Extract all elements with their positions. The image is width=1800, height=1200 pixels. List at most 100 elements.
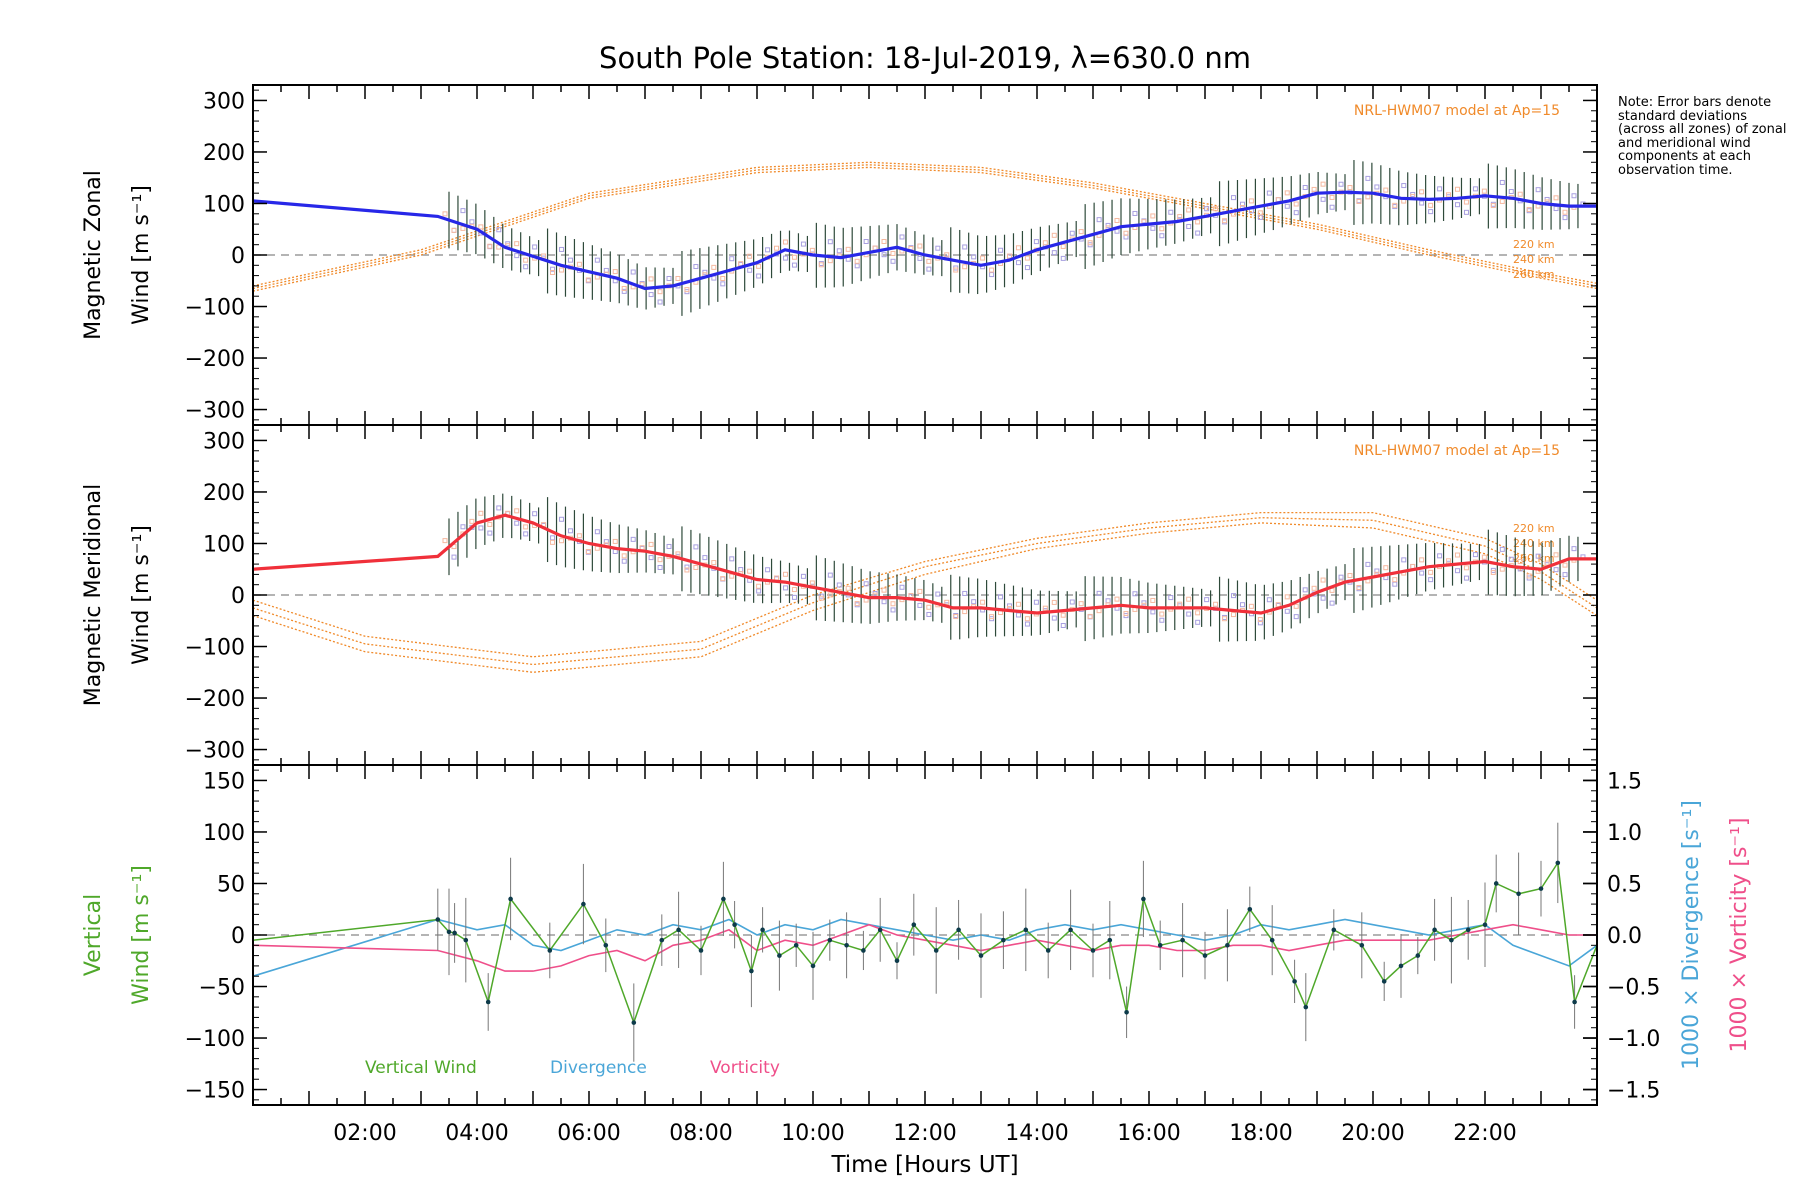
vertical-wind-point bbox=[603, 943, 609, 948]
zonal-wind-line bbox=[252, 190, 1597, 291]
y-tick-label: 100 bbox=[203, 532, 245, 557]
y-tick-label: 0 bbox=[231, 244, 245, 269]
model-altitude-label: 240 km bbox=[1513, 537, 1555, 550]
zone-sample bbox=[1150, 609, 1156, 615]
vertical-wind-point bbox=[1141, 896, 1146, 902]
zone-sample bbox=[962, 264, 968, 270]
zone-sample bbox=[1284, 203, 1290, 209]
zone-sample bbox=[469, 219, 475, 225]
y-tick-label: 100 bbox=[203, 192, 245, 217]
zone-sample bbox=[1428, 209, 1434, 215]
zone-sample bbox=[1499, 566, 1505, 572]
vertical-wind-point bbox=[877, 927, 883, 933]
zone-sample bbox=[1195, 610, 1201, 616]
y-tick-label: −100 bbox=[185, 296, 245, 321]
zone-sample bbox=[1087, 613, 1093, 619]
zone-sample bbox=[1365, 561, 1371, 567]
zone-sample bbox=[1454, 552, 1460, 558]
zone-sample bbox=[630, 269, 636, 275]
vertical-wind-point bbox=[1482, 922, 1488, 927]
vertical-wind-point bbox=[1068, 927, 1073, 933]
zone-sample bbox=[1311, 186, 1317, 192]
zone-sample bbox=[756, 583, 762, 589]
zone-sample bbox=[684, 567, 690, 573]
vertical-wind-point bbox=[1107, 937, 1113, 943]
x-tick-label: 12:00 bbox=[893, 1121, 956, 1146]
zone-sample bbox=[550, 270, 556, 276]
zone-sample bbox=[1472, 552, 1478, 558]
zone-sample bbox=[1123, 230, 1129, 236]
zone-sample bbox=[487, 530, 493, 536]
zone-sample bbox=[1051, 232, 1057, 238]
zone-sample bbox=[523, 264, 529, 270]
x-tick-label: 02:00 bbox=[333, 1121, 396, 1146]
y-tick-label: −200 bbox=[185, 687, 245, 712]
zone-sample bbox=[684, 287, 690, 293]
zone-sample bbox=[1428, 569, 1434, 575]
zone-sample bbox=[1248, 198, 1254, 204]
y-axis-label-line1: Magnetic Zonal bbox=[81, 170, 106, 340]
zone-sample bbox=[765, 567, 771, 573]
zone-sample bbox=[1114, 596, 1120, 602]
zone-sample bbox=[809, 247, 815, 253]
vertical-wind-point bbox=[698, 948, 704, 953]
zone-sample bbox=[1015, 612, 1021, 618]
zone-sample bbox=[1150, 213, 1156, 219]
zone-sample bbox=[890, 607, 896, 613]
zone-sample bbox=[1239, 602, 1245, 608]
zone-sample bbox=[1392, 577, 1398, 583]
vertical-wind-point bbox=[452, 930, 457, 936]
zone-sample bbox=[576, 533, 582, 539]
panel-vertical: Vertical Wind Divergence Vorticity 150 100 50… bbox=[81, 764, 1752, 1106]
zone-sample bbox=[1257, 210, 1263, 216]
zone-sample bbox=[989, 614, 995, 620]
zone-sample bbox=[935, 591, 941, 597]
zone-sample bbox=[666, 275, 672, 281]
y-tick-label: −300 bbox=[185, 399, 245, 424]
zone-sample bbox=[1383, 565, 1389, 571]
zone-sample bbox=[1383, 187, 1389, 193]
zone-sample bbox=[1177, 214, 1183, 220]
zone-sample bbox=[1060, 243, 1066, 249]
zone-sample bbox=[899, 234, 905, 240]
zone-sample bbox=[442, 538, 448, 544]
zone-sample bbox=[1329, 204, 1335, 210]
zone-sample bbox=[1195, 219, 1201, 225]
zone-sample bbox=[1293, 210, 1299, 216]
zone-sample bbox=[675, 275, 681, 281]
zone-sample bbox=[1419, 200, 1425, 206]
zone-sample bbox=[1419, 189, 1425, 195]
zone-sample bbox=[1222, 218, 1228, 224]
zone-sample bbox=[917, 255, 923, 261]
vertical-wind-point bbox=[446, 929, 452, 935]
zone-sample bbox=[729, 573, 735, 579]
zone-sample bbox=[1069, 230, 1075, 236]
x-tick-label: 04:00 bbox=[445, 1121, 508, 1146]
zone-sample bbox=[487, 243, 493, 249]
zone-sample bbox=[1535, 553, 1541, 559]
zone-sample bbox=[711, 560, 717, 566]
zone-sample bbox=[1329, 194, 1335, 200]
zone-sample bbox=[953, 267, 959, 273]
zone-sample bbox=[487, 521, 493, 527]
zone-sample bbox=[854, 601, 860, 607]
zone-sample bbox=[1499, 546, 1505, 552]
zone-sample bbox=[478, 224, 484, 230]
model-label: NRL-HWM07 model at Ap=15 bbox=[1354, 443, 1560, 459]
zone-sample bbox=[1284, 594, 1290, 600]
zone-sample bbox=[1311, 585, 1317, 591]
zone-sample bbox=[971, 599, 977, 605]
x-axis-label: Time [Hours UT] bbox=[830, 1152, 1018, 1178]
y2-tick-label: −1.5 bbox=[1607, 1079, 1660, 1104]
zone-sample bbox=[514, 241, 520, 247]
zone-sample bbox=[1266, 597, 1272, 603]
zone-sample bbox=[675, 551, 681, 557]
y-tick-label: 0 bbox=[231, 924, 245, 949]
zone-sample bbox=[585, 277, 591, 283]
vertical-wind-point bbox=[1157, 943, 1163, 948]
zone-sample bbox=[451, 554, 457, 560]
zone-sample bbox=[809, 580, 815, 586]
zone-sample bbox=[1222, 614, 1228, 620]
zone-sample bbox=[1455, 568, 1461, 574]
zone-sample bbox=[460, 208, 466, 214]
